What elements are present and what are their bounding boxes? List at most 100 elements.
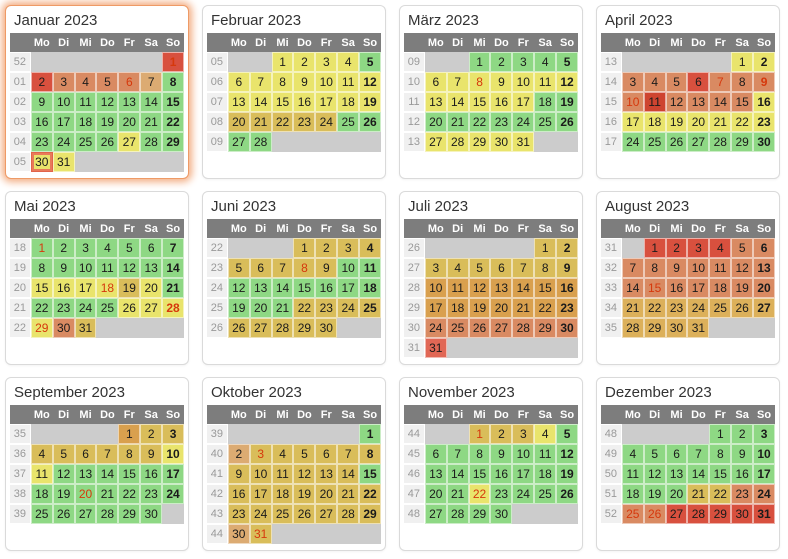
day-cell[interactable]: 7 <box>162 238 184 258</box>
day-cell[interactable]: 4 <box>30 444 53 464</box>
day-cell[interactable]: 20 <box>315 484 338 504</box>
day-cell-holiday[interactable]: 29 <box>30 318 53 338</box>
day-cell[interactable]: 14 <box>446 464 469 484</box>
day-cell[interactable]: 13 <box>118 92 141 112</box>
day-cell[interactable]: 24 <box>249 504 272 524</box>
day-cell[interactable]: 25 <box>359 298 381 318</box>
day-cell[interactable]: 22 <box>293 298 316 318</box>
day-cell[interactable]: 24 <box>512 112 535 132</box>
day-cell[interactable]: 8 <box>162 72 184 92</box>
day-cell-holiday[interactable]: 1 <box>468 424 491 444</box>
day-cell[interactable]: 8 <box>271 72 294 92</box>
day-cell[interactable]: 13 <box>227 92 250 112</box>
day-cell[interactable]: 9 <box>731 444 754 464</box>
day-cell[interactable]: 1 <box>271 52 294 72</box>
day-cell[interactable]: 24 <box>337 298 360 318</box>
day-cell[interactable]: 6 <box>687 72 710 92</box>
day-cell[interactable]: 10 <box>74 258 97 278</box>
day-cell[interactable]: 1 <box>731 52 754 72</box>
day-cell[interactable]: 16 <box>731 464 754 484</box>
day-cell[interactable]: 13 <box>424 464 447 484</box>
day-cell[interactable]: 2 <box>731 424 754 444</box>
day-cell[interactable]: 15 <box>271 92 294 112</box>
month-card[interactable]: April 2023 Mo Di Mi Do Fr Sa So 13 1 2 14 3 4 5 6 7 8 9 1… <box>596 5 780 179</box>
day-cell[interactable]: 3 <box>621 72 644 92</box>
day-cell[interactable]: 25 <box>96 298 119 318</box>
day-cell-holiday[interactable]: 1 <box>162 52 184 72</box>
day-cell[interactable]: 10 <box>512 72 535 92</box>
day-cell-holiday[interactable]: 1 <box>30 238 53 258</box>
month-card[interactable]: März 2023 Mo Di Mi Do Fr Sa So 09 1 2 3 4 5 10 6 7 8 9 10… <box>399 5 583 179</box>
day-cell[interactable]: 21 <box>446 112 469 132</box>
day-cell[interactable]: 15 <box>468 464 491 484</box>
day-cell[interactable]: 26 <box>118 298 141 318</box>
day-cell[interactable]: 24 <box>687 298 710 318</box>
day-cell[interactable]: 7 <box>96 444 119 464</box>
day-cell[interactable]: 9 <box>227 464 250 484</box>
day-cell[interactable]: 15 <box>534 278 557 298</box>
day-cell[interactable]: 3 <box>753 424 775 444</box>
day-cell[interactable]: 27 <box>249 318 272 338</box>
day-cell[interactable]: 17 <box>52 112 75 132</box>
day-cell[interactable]: 7 <box>446 444 469 464</box>
day-cell[interactable]: 15 <box>468 92 491 112</box>
month-card[interactable]: Juni 2023 Mo Di Mi Do Fr Sa So 22 1 2 3 4 23 5 6 7 8 9 10… <box>202 191 386 365</box>
day-cell[interactable]: 12 <box>293 464 316 484</box>
day-cell[interactable]: 20 <box>753 278 775 298</box>
day-cell[interactable]: 31 <box>687 318 710 338</box>
day-cell[interactable]: 28 <box>621 318 644 338</box>
day-cell[interactable]: 20 <box>424 484 447 504</box>
day-cell[interactable]: 28 <box>512 318 535 338</box>
day-cell[interactable]: 29 <box>162 132 184 152</box>
day-cell[interactable]: 4 <box>359 238 381 258</box>
day-cell[interactable]: 20 <box>118 112 141 132</box>
day-cell[interactable]: 5 <box>118 238 141 258</box>
day-cell[interactable]: 5 <box>227 258 250 278</box>
day-cell[interactable]: 17 <box>512 92 535 112</box>
day-cell[interactable]: 30 <box>140 504 163 524</box>
month-card[interactable]: Mai 2023 Mo Di Mi Do Fr Sa So 18 1 2 3 4 5 6 7 19 8 9 10 1… <box>5 191 189 365</box>
day-cell[interactable]: 27 <box>140 298 163 318</box>
day-cell[interactable]: 6 <box>74 444 97 464</box>
day-cell[interactable]: 7 <box>271 258 294 278</box>
day-cell[interactable]: 9 <box>556 258 578 278</box>
day-cell[interactable]: 31 <box>512 132 535 152</box>
day-cell[interactable]: 21 <box>512 298 535 318</box>
day-cell[interactable]: 12 <box>731 258 754 278</box>
day-cell[interactable]: 29 <box>293 318 316 338</box>
day-cell[interactable]: 21 <box>162 278 184 298</box>
day-cell[interactable]: 16 <box>52 278 75 298</box>
day-cell[interactable]: 8 <box>731 72 754 92</box>
day-cell[interactable]: 4 <box>446 258 469 278</box>
day-cell[interactable]: 13 <box>249 278 272 298</box>
day-cell[interactable]: 1 <box>643 238 666 258</box>
day-cell[interactable]: 27 <box>118 132 141 152</box>
day-cell[interactable]: 24 <box>621 132 644 152</box>
day-cell[interactable]: 14 <box>249 92 272 112</box>
day-cell[interactable]: 11 <box>74 92 97 112</box>
day-cell[interactable]: 11 <box>337 72 360 92</box>
day-cell[interactable]: 27 <box>424 132 447 152</box>
day-cell[interactable]: 22 <box>162 112 184 132</box>
day-cell[interactable]: 22 <box>643 298 666 318</box>
day-cell[interactable]: 14 <box>687 464 710 484</box>
day-cell[interactable]: 18 <box>534 464 557 484</box>
day-cell[interactable]: 9 <box>30 92 53 112</box>
day-cell[interactable]: 23 <box>753 112 775 132</box>
day-cell[interactable]: 18 <box>534 92 557 112</box>
day-cell[interactable]: 30 <box>490 132 513 152</box>
day-cell[interactable]: 21 <box>96 484 119 504</box>
day-cell[interactable]: 5 <box>359 52 381 72</box>
day-cell[interactable]: 30 <box>556 318 578 338</box>
day-cell[interactable]: 22 <box>118 484 141 504</box>
day-cell[interactable]: 31 <box>753 504 775 524</box>
day-cell[interactable]: 20 <box>687 112 710 132</box>
day-cell[interactable]: 25 <box>74 132 97 152</box>
day-cell[interactable]: 24 <box>162 484 184 504</box>
day-cell[interactable]: 23 <box>315 298 338 318</box>
day-cell[interactable]: 26 <box>293 504 316 524</box>
day-cell[interactable]: 2 <box>490 424 513 444</box>
day-cell[interactable]: 6 <box>249 258 272 278</box>
day-cell[interactable]: 26 <box>665 132 688 152</box>
day-cell-holiday[interactable]: 10 <box>621 92 644 112</box>
